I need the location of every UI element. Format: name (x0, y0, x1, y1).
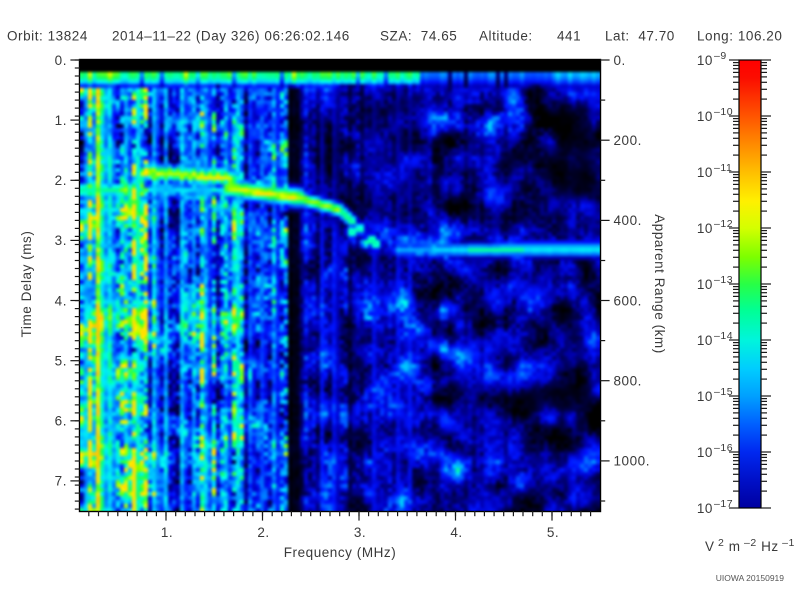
svg-text:0.: 0. (55, 53, 67, 68)
svg-text:–10: –10 (714, 106, 733, 118)
svg-text:Lat: 47.70: Lat: 47.70 (605, 29, 675, 44)
svg-text:–11: –11 (714, 162, 732, 174)
svg-text:–14: –14 (714, 330, 733, 342)
svg-text:–15: –15 (714, 386, 733, 398)
svg-text:–16: –16 (714, 442, 733, 454)
svg-text:UIOWA 20150919: UIOWA 20150919 (716, 573, 784, 583)
svg-text:800.: 800. (614, 374, 642, 389)
svg-text:Apparent Range (km): Apparent Range (km) (652, 214, 667, 354)
svg-text:2.: 2. (55, 173, 67, 188)
svg-text:2.: 2. (257, 525, 269, 540)
svg-text:10: 10 (697, 501, 713, 516)
svg-text:3.: 3. (55, 233, 67, 248)
svg-text:10: 10 (697, 221, 713, 236)
svg-text:441: 441 (557, 29, 581, 44)
svg-text:1.: 1. (161, 525, 173, 540)
svg-text:1000.: 1000. (614, 454, 651, 469)
svg-text:10: 10 (697, 109, 713, 124)
svg-text:10: 10 (697, 277, 713, 292)
svg-text:6.: 6. (55, 414, 67, 429)
svg-text:2014–11–22 (Day 326) 06:26:02.: 2014–11–22 (Day 326) 06:26:02.146 (112, 29, 350, 44)
svg-text:10: 10 (697, 389, 713, 404)
svg-text:–9: –9 (714, 50, 727, 62)
svg-text:4.: 4. (450, 525, 462, 540)
svg-text:10: 10 (697, 333, 713, 348)
svg-text:5.: 5. (547, 525, 559, 540)
svg-text:7.: 7. (55, 474, 67, 489)
svg-text:Time Delay (ms): Time Delay (ms) (19, 231, 34, 338)
svg-text:0.: 0. (614, 53, 626, 68)
svg-text:3.: 3. (354, 525, 366, 540)
svg-text:10: 10 (697, 165, 713, 180)
svg-text:V 2 m –2 Hz –1: V 2 m –2 Hz –1 (705, 537, 795, 554)
svg-text:4.: 4. (55, 293, 67, 308)
svg-text:Orbit: 13824: Orbit: 13824 (7, 29, 88, 44)
svg-text:1.: 1. (55, 113, 67, 128)
svg-text:10: 10 (697, 445, 713, 460)
svg-text:Altitude:: Altitude: (479, 29, 533, 44)
svg-text:5.: 5. (55, 354, 67, 369)
svg-text:Long: 106.20: Long: 106.20 (697, 29, 782, 44)
svg-text:600.: 600. (614, 293, 642, 308)
svg-text:Frequency (MHz): Frequency (MHz) (284, 545, 397, 560)
svg-text:10: 10 (697, 53, 713, 68)
svg-text:400.: 400. (614, 213, 642, 228)
svg-text:–12: –12 (714, 218, 733, 230)
svg-text:–13: –13 (714, 274, 733, 286)
svg-text:SZA: 74.65: SZA: 74.65 (380, 29, 457, 44)
svg-text:–17: –17 (714, 498, 733, 510)
svg-text:200.: 200. (614, 133, 642, 148)
